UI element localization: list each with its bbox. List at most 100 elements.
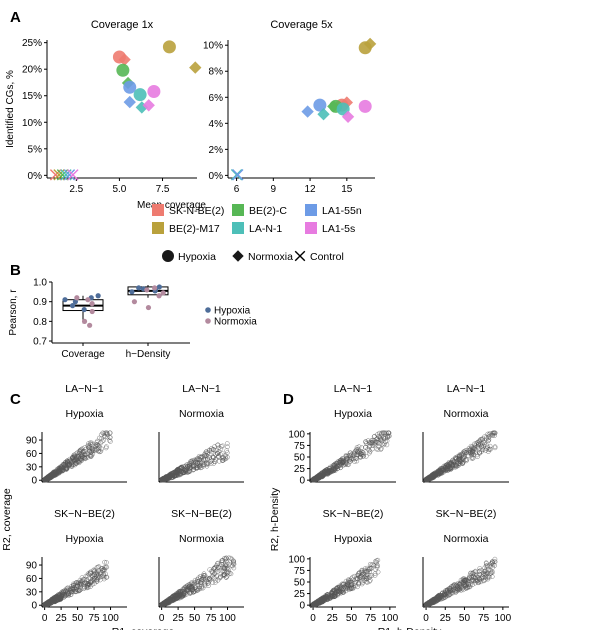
facet-condition-label: Hypoxia	[334, 533, 372, 545]
data-point	[463, 578, 468, 583]
data-point	[88, 440, 93, 446]
data-point	[373, 559, 378, 564]
data-point	[229, 556, 235, 562]
data-point	[485, 431, 491, 437]
y-tick-label: 8%	[209, 67, 224, 78]
legend-swatch	[232, 222, 244, 234]
x-tick-label: 12	[305, 184, 317, 195]
legend-label: Control	[310, 251, 344, 263]
y-tick-label: 90	[26, 561, 38, 572]
data-point	[228, 555, 234, 561]
data-point	[204, 463, 210, 469]
data-point	[215, 560, 221, 566]
data-point	[431, 471, 437, 476]
y-axis-label: Identified CGs, %	[5, 70, 16, 148]
panel-label-a: A	[10, 9, 21, 26]
data-point	[195, 460, 200, 466]
data-point	[213, 577, 218, 583]
data-point	[101, 574, 107, 580]
data-point	[345, 582, 351, 588]
y-tick-label: 100	[288, 554, 305, 565]
data-point	[337, 589, 343, 595]
data-point	[220, 558, 225, 563]
data-point	[492, 559, 498, 565]
y-tick-label: 2%	[209, 145, 224, 156]
x-tick-label: 9	[271, 184, 277, 195]
data-point	[190, 582, 195, 587]
data-point	[107, 430, 113, 436]
data-point-normoxia	[156, 293, 162, 299]
data-point	[350, 586, 356, 592]
data-point	[65, 459, 71, 465]
data-point	[104, 560, 109, 565]
data-point	[85, 443, 91, 449]
data-point	[429, 598, 434, 604]
data-point-normoxia	[87, 322, 93, 328]
data-point	[484, 570, 490, 575]
y-tick-label: 25	[294, 464, 306, 475]
data-point	[89, 449, 95, 454]
data-point	[446, 464, 452, 469]
data-point	[190, 589, 196, 595]
data-point	[454, 586, 460, 592]
panel-label-b: B	[10, 262, 21, 279]
data-point	[382, 441, 387, 447]
data-point	[440, 595, 446, 601]
data-point	[328, 594, 334, 600]
data-point	[461, 455, 466, 460]
data-point	[311, 601, 316, 607]
data-point	[310, 477, 316, 482]
x-tick-label: 50	[72, 613, 84, 624]
data-point	[218, 574, 223, 579]
data-point	[73, 460, 79, 465]
data-point	[434, 594, 440, 600]
data-point	[171, 473, 177, 479]
x-axis-label: R1, h-Density	[378, 626, 442, 630]
x-tick-label: 0	[310, 613, 316, 624]
data-point-hypoxia	[72, 299, 79, 305]
chart-title: Coverage 1x	[91, 19, 154, 31]
data-point	[86, 444, 91, 449]
data-point	[77, 448, 83, 454]
data-point	[74, 580, 79, 585]
data-point	[191, 465, 196, 470]
data-point-normoxia	[327, 100, 340, 113]
y-tick-label: 0	[31, 476, 37, 487]
data-point	[84, 584, 90, 590]
chart-pearson-box: 0.7 0.8 0.9 1.0 Coverage h−Density Pearson, r H…	[8, 278, 257, 361]
facet-strip-label: SK−N−BE(2)	[436, 508, 497, 520]
data-point	[346, 587, 352, 592]
data-point	[366, 447, 372, 453]
data-point	[70, 457, 76, 462]
facet-strip-label: LA−N−1	[182, 383, 221, 395]
data-point	[196, 453, 202, 459]
data-point	[334, 586, 339, 591]
data-point-normoxia	[118, 53, 131, 66]
data-point	[472, 580, 478, 586]
data-point	[340, 460, 345, 466]
data-point	[381, 442, 386, 448]
data-point	[224, 450, 230, 455]
data-point	[364, 580, 370, 585]
data-point	[94, 442, 100, 447]
data-point-normoxia	[85, 297, 91, 303]
data-point	[352, 449, 358, 454]
legend-label: Hypoxia	[214, 306, 251, 317]
data-point	[360, 580, 365, 585]
data-point	[161, 601, 166, 607]
facet-strip-label: LA−N−1	[65, 383, 104, 395]
data-point	[91, 577, 97, 583]
data-point	[376, 434, 381, 439]
data-point	[335, 585, 341, 590]
data-point	[225, 444, 230, 450]
data-point	[207, 459, 213, 465]
legend-label: Hypoxia	[178, 251, 216, 263]
data-point	[469, 574, 475, 580]
data-point	[98, 436, 104, 442]
data-point	[102, 565, 107, 571]
data-point	[202, 450, 208, 456]
data-point-hypoxia	[62, 297, 68, 303]
data-point	[439, 594, 445, 600]
data-point	[219, 560, 225, 565]
data-point	[107, 435, 113, 441]
